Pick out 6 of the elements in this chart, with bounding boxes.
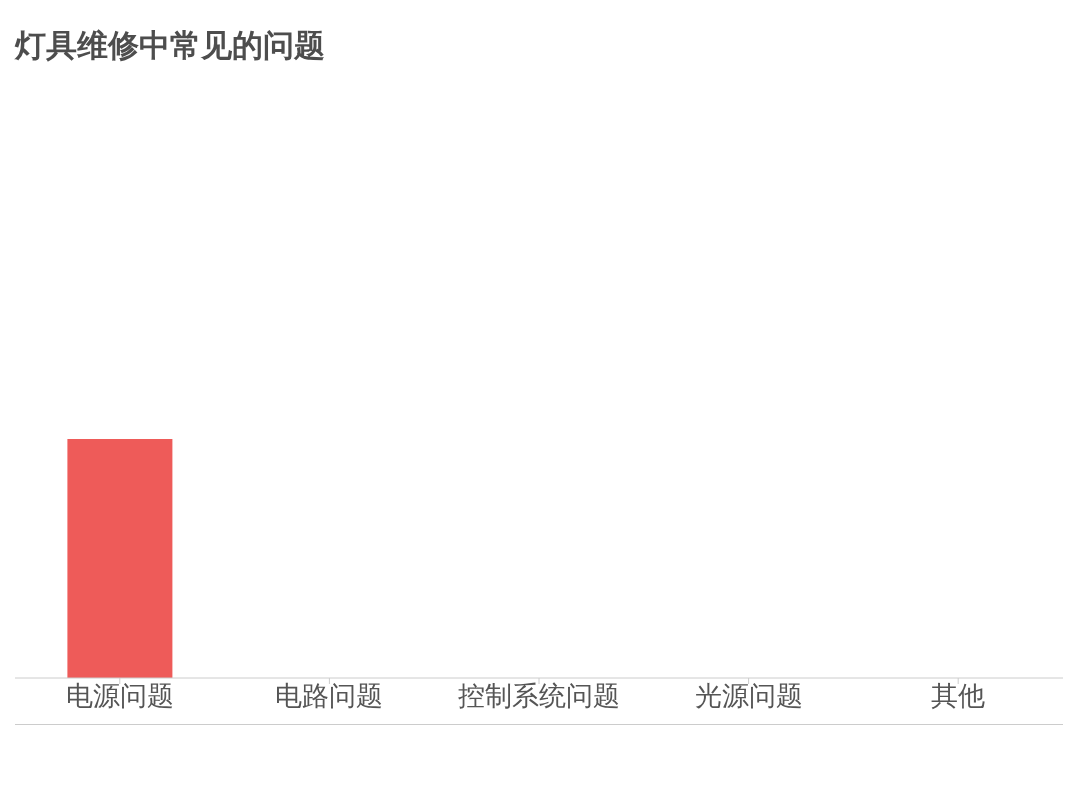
- x-tick-label: 其他: [931, 680, 986, 712]
- x-tick-label: 光源问题: [694, 680, 803, 712]
- x-tick-label: 控制系统问题: [458, 680, 620, 712]
- x-tick-label: 电源问题: [65, 680, 174, 712]
- x-tick-label: 电路问题: [275, 680, 384, 712]
- chart-title: 灯具维修中常见的问题: [15, 26, 325, 65]
